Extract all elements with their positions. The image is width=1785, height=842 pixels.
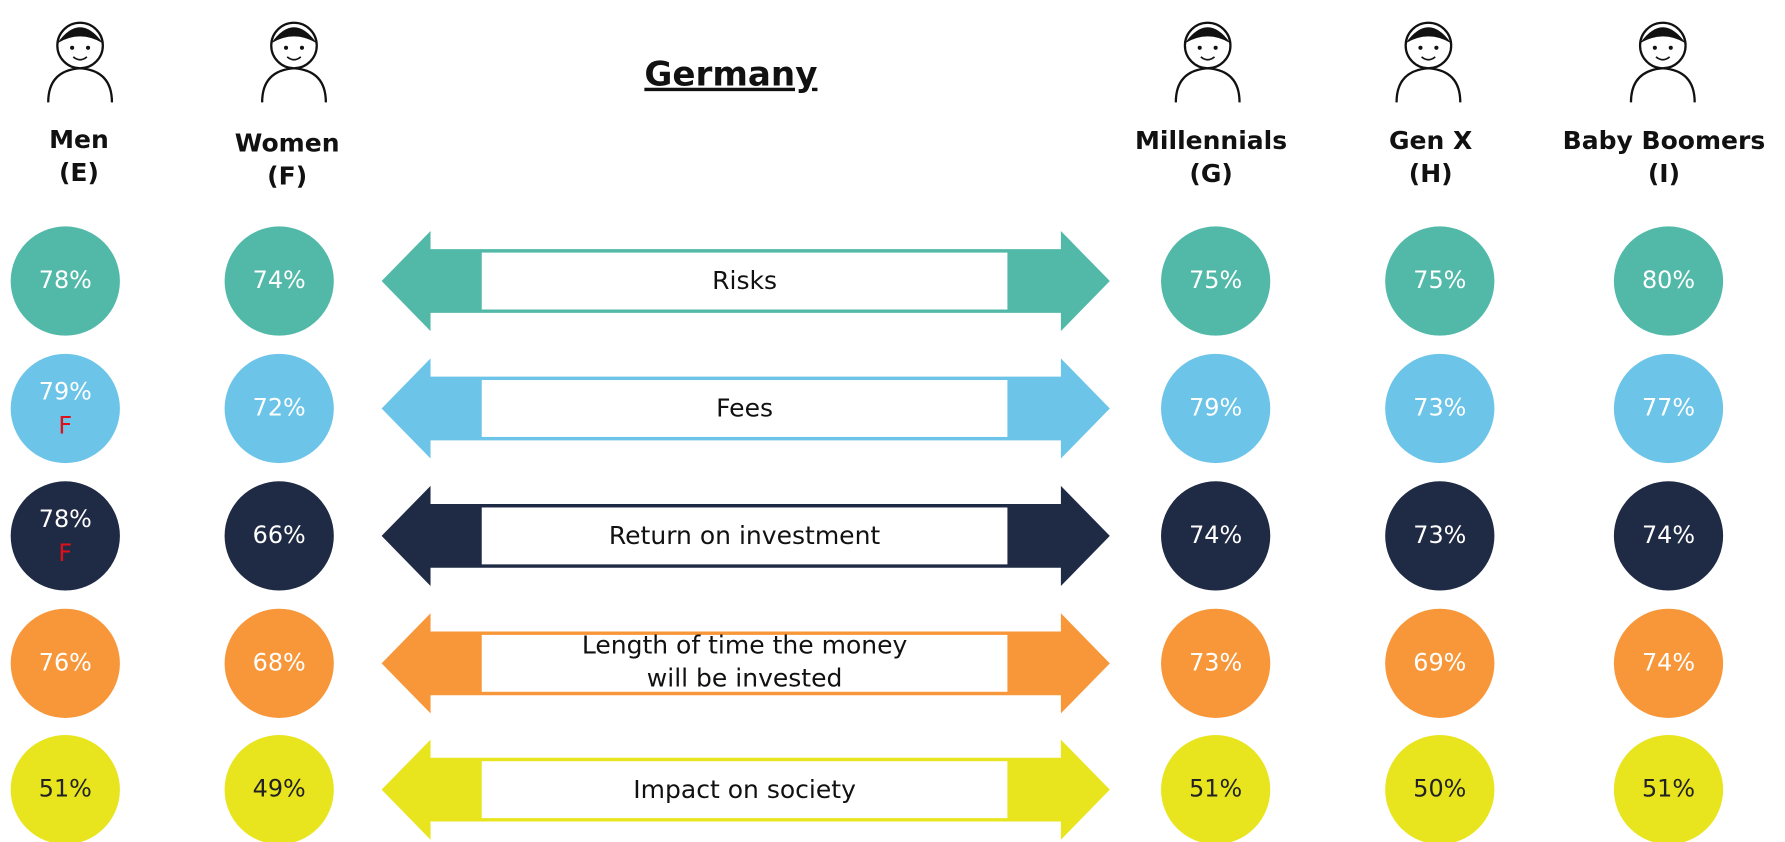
icon-body: [1631, 68, 1695, 102]
value-text: 79%: [39, 378, 92, 406]
row-label: Length of time the money: [582, 630, 908, 659]
title: Germany: [644, 55, 817, 95]
value-text: 74%: [253, 266, 306, 294]
value-text: 51%: [1189, 775, 1242, 803]
value-text: 74%: [1189, 521, 1242, 549]
icon-body: [1176, 68, 1240, 102]
icon-eye: [1214, 46, 1218, 50]
icon-eye: [1198, 46, 1202, 50]
value-text: 51%: [39, 775, 92, 803]
group-label: Men: [49, 125, 109, 154]
value-text: 50%: [1413, 775, 1466, 803]
value-note: F: [58, 412, 72, 440]
value-text: 74%: [1642, 648, 1695, 676]
page: Germany Men (E) Women (F) Millennials (G) Gen …: [0, 0, 1785, 842]
value-text: 79%: [1189, 393, 1242, 421]
infographic: Germany Men (E) Women (F) Millennials (G) Gen …: [0, 0, 1785, 842]
row-label: will be invested: [647, 663, 843, 692]
group-code: (G): [1189, 159, 1232, 188]
group-label: Gen X: [1389, 126, 1472, 155]
row-label: Fees: [716, 394, 773, 423]
person-icon: [1176, 23, 1240, 103]
value-text: 73%: [1189, 648, 1242, 676]
value-text: 68%: [253, 648, 306, 676]
icon-body: [48, 68, 112, 102]
icon-body: [262, 68, 326, 102]
value-text: 66%: [253, 521, 306, 549]
value-note: F: [58, 539, 72, 567]
value-text: 75%: [1189, 266, 1242, 294]
person-icon: [48, 23, 112, 103]
group-code: (H): [1409, 159, 1453, 188]
value-text: 69%: [1413, 648, 1466, 676]
icon-eye: [1669, 46, 1673, 50]
group-code: (I): [1648, 159, 1680, 188]
value-text: 74%: [1642, 521, 1695, 549]
value-text: 49%: [253, 775, 306, 803]
person-icon: [1631, 23, 1695, 103]
value-text: 80%: [1642, 266, 1695, 294]
icon-eye: [284, 46, 288, 50]
icon-eye: [300, 46, 304, 50]
value-text: 72%: [253, 393, 306, 421]
icon-body: [1397, 68, 1461, 102]
icon-eye: [1653, 46, 1657, 50]
value-circle: [11, 481, 120, 590]
icon-eye: [70, 46, 74, 50]
value-text: 73%: [1413, 393, 1466, 421]
group-code: (F): [267, 162, 307, 191]
value-text: 73%: [1413, 521, 1466, 549]
icon-eye: [86, 46, 90, 50]
icon-eye: [1418, 46, 1422, 50]
icon-eye: [1434, 46, 1438, 50]
row-label: Return on investment: [609, 521, 881, 550]
person-icon: [262, 23, 326, 103]
group-label: Millennials: [1135, 126, 1287, 155]
person-icon: [1397, 23, 1461, 103]
group-code: (E): [59, 158, 99, 187]
value-text: 78%: [39, 505, 92, 533]
value-text: 51%: [1642, 775, 1695, 803]
value-circle: [11, 354, 120, 463]
row-label: Impact on society: [633, 775, 856, 804]
group-label: Women: [235, 129, 340, 158]
value-text: 76%: [39, 648, 92, 676]
row-label: Risks: [712, 266, 777, 295]
group-label: Baby Boomers: [1563, 126, 1766, 155]
value-text: 78%: [39, 266, 92, 294]
value-text: 75%: [1413, 266, 1466, 294]
value-text: 77%: [1642, 393, 1695, 421]
